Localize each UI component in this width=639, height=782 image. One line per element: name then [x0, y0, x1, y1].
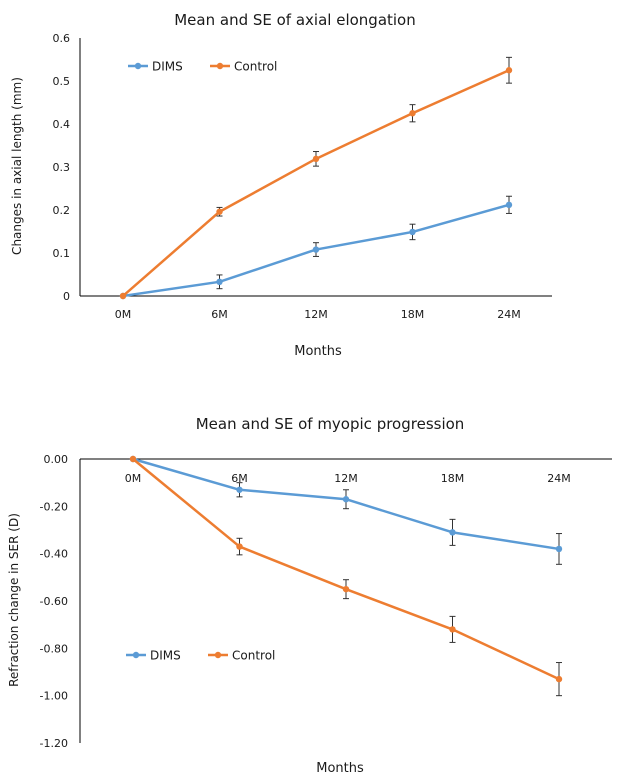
- x-tick-label: 18M: [401, 308, 425, 321]
- x-axis-label: Months: [294, 344, 342, 359]
- data-point-control: [505, 67, 513, 74]
- x-tick-label: 12M: [304, 308, 328, 321]
- y-tick-label: 0.3: [53, 161, 71, 174]
- data-point-control: [236, 543, 243, 550]
- data-point-dims: [555, 545, 563, 553]
- chart-title: Mean and SE of axial elongation: [174, 11, 416, 29]
- y-axis-label: Changes in axial length (mm): [10, 77, 24, 255]
- y-axis-label: Refraction change in SER (D): [7, 513, 21, 687]
- data-point-control: [129, 455, 137, 463]
- legend-marker-dims: [134, 62, 142, 70]
- legend-marker-control: [214, 651, 222, 659]
- data-point-dims: [449, 529, 456, 536]
- x-tick-label: 24M: [497, 308, 521, 321]
- legend-label-control: Control: [232, 649, 275, 663]
- data-point-control: [555, 675, 563, 683]
- data-point-dims: [409, 228, 416, 236]
- x-tick-label: 0M: [125, 472, 142, 485]
- y-tick-label: -0.20: [40, 500, 68, 513]
- y-tick-label: 0.4: [53, 118, 71, 131]
- legend-label-dims: DIMS: [152, 60, 183, 74]
- chart-title: Mean and SE of myopic progression: [196, 415, 465, 433]
- data-point-dims: [216, 278, 223, 286]
- legend-label-control: Control: [234, 60, 277, 74]
- series-line-control: [122, 69, 510, 297]
- y-tick-label: 0.00: [44, 453, 69, 466]
- chart-axial-elongation: Mean and SE of axial elongation Changes …: [10, 11, 552, 359]
- data-point-control: [312, 155, 320, 163]
- data-point-control: [409, 110, 416, 117]
- y-tick-label: 0: [63, 290, 70, 303]
- legend-label-dims: DIMS: [150, 649, 181, 663]
- data-point-dims: [236, 486, 243, 493]
- x-tick-label: 6M: [211, 308, 228, 321]
- x-tick-label: 0M: [115, 308, 132, 321]
- x-tick-label: 12M: [334, 472, 358, 485]
- data-point-dims: [312, 246, 320, 253]
- y-tick-label: 0.5: [53, 75, 71, 88]
- x-axis-label: Months: [316, 761, 364, 776]
- y-tick-label: 0.6: [53, 32, 71, 45]
- chart-myopic-progression: Mean and SE of myopic progression Refrac…: [7, 415, 612, 776]
- y-tick-label: -1.00: [40, 690, 68, 703]
- data-point-dims: [505, 201, 513, 209]
- y-tick-label: -0.40: [40, 548, 68, 561]
- y-tick-label: -0.60: [40, 595, 68, 608]
- x-tick-label: 24M: [547, 472, 571, 485]
- data-point-control: [119, 292, 127, 300]
- data-point-control: [216, 208, 223, 215]
- data-point-dims: [342, 496, 350, 503]
- y-tick-label: -0.80: [40, 642, 68, 655]
- x-tick-label: 6M: [231, 472, 248, 485]
- y-tick-label: 0.2: [53, 204, 71, 217]
- y-tick-label: -1.20: [40, 737, 68, 750]
- data-point-control: [342, 585, 350, 593]
- legend-marker-control: [216, 62, 224, 70]
- data-point-control: [449, 626, 456, 633]
- y-tick-label: 0.1: [53, 247, 71, 260]
- legend-marker-dims: [132, 651, 140, 659]
- x-tick-label: 18M: [441, 472, 465, 485]
